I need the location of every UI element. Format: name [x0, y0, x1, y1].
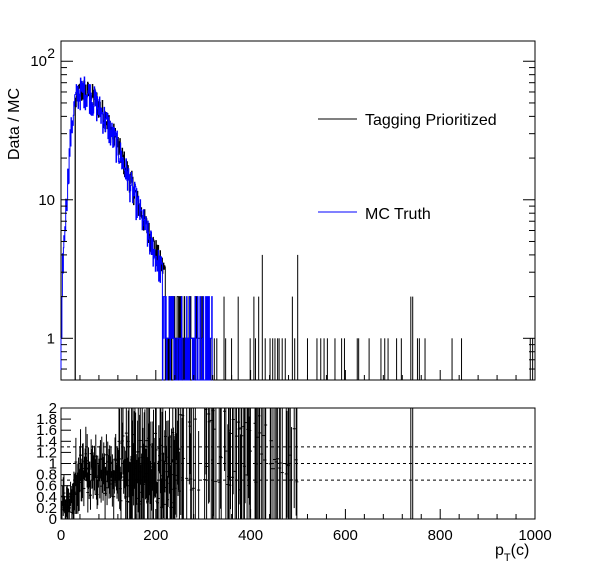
ratio-y-tick-label: 0	[49, 511, 57, 528]
ratio-y-tick-label: 0.2	[36, 500, 57, 517]
x-axis-title: pT(c)	[495, 542, 529, 564]
main-y-tick-exponent: 2	[47, 45, 55, 61]
ratio-y-tick-label: 1.2	[36, 444, 57, 461]
ratio-x-tick-label: 400	[238, 527, 263, 544]
ratio-x-tick-label: 200	[143, 527, 168, 544]
ratio-y-tick-label: 0.8	[36, 467, 57, 484]
ratio-data-layer	[60, 408, 535, 519]
ratio-y-tick-label: 1.6	[36, 422, 57, 439]
ratio-y-tick-label: 1	[49, 456, 57, 473]
ratio-y-tick-label: 1.4	[36, 433, 57, 450]
main-y-tick-label: 1	[47, 330, 55, 347]
ratio-y-tick-label: 2	[49, 400, 57, 417]
ratio-x-tick-label: 800	[428, 527, 453, 544]
legend-label-mc-truth: MC Truth	[365, 206, 431, 223]
ratio-y-tick-label: 0.6	[36, 478, 57, 495]
series-line-mc-truth	[60, 76, 213, 381]
main-y-tick-label: 10	[30, 53, 47, 70]
legend-label-tagging-prioritized: Tagging Prioritized	[365, 112, 497, 129]
main-y-axis-title: Data / MC	[6, 88, 23, 160]
ratio-y-tick-label: 1.8	[36, 411, 57, 428]
ratio-x-tick-label: 1000	[518, 527, 551, 544]
main-y-tick-label: 10	[38, 192, 55, 209]
series-line-tagging-prioritized	[74, 80, 204, 381]
ratio-x-tick-label: 600	[333, 527, 358, 544]
legend: Tagging Prioritized MC Truth	[318, 112, 497, 223]
ratio-x-tick-label: 0	[57, 527, 65, 544]
ratio-y-tick-label: 0.4	[36, 489, 57, 506]
main-data-layer	[60, 76, 534, 381]
ratio-axes-layer: 00.20.40.60.811.21.41.61.82 0 200 400 600 800…	[36, 400, 552, 544]
